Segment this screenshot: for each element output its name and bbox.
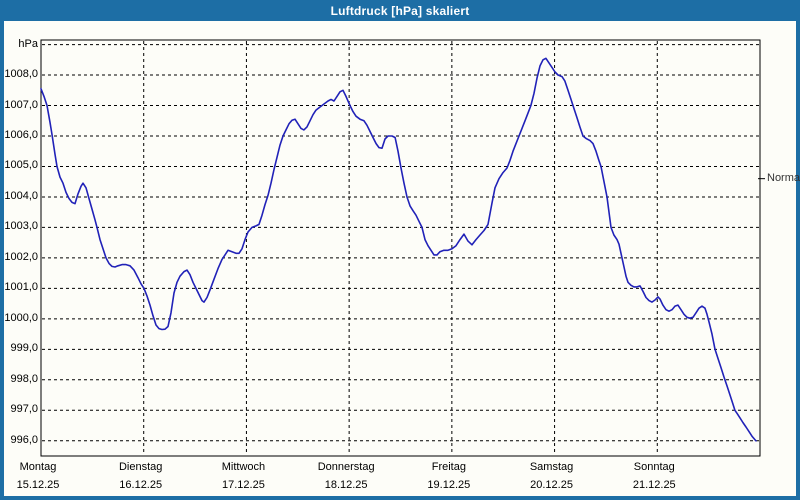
plot-border bbox=[40, 39, 761, 457]
x-axis-day-label: Sonntag bbox=[633, 461, 675, 473]
x-axis-date-label: 20.12.25 bbox=[530, 479, 573, 491]
y-axis-tick-label: 1004,0 bbox=[4, 189, 38, 202]
y-axis-tick-label: 1006,0 bbox=[4, 129, 38, 141]
y-axis-tick-label: 999,0 bbox=[10, 342, 38, 355]
y-axis-tick-label: 1003,0 bbox=[4, 220, 38, 233]
x-axis-date-label: 16.12.25 bbox=[119, 479, 163, 491]
x-axis-date-label: 19.12.25 bbox=[427, 479, 471, 491]
window-title: Luftdruck [hPa] skaliert bbox=[330, 3, 470, 18]
chart-content-area bbox=[4, 21, 796, 496]
x-axis-day-label: Mittwoch bbox=[221, 461, 266, 473]
x-axis-date-label: 17.12.25 bbox=[222, 479, 265, 491]
x-axis-day-label: Samstag bbox=[529, 461, 574, 473]
x-axis-date-label: 18.12.25 bbox=[324, 479, 368, 491]
y-axis-tick-label: 1002,0 bbox=[4, 250, 38, 263]
x-axis-date-label: 15.12.25 bbox=[16, 479, 60, 491]
y-axis-tick-label: 1000,0 bbox=[4, 311, 38, 324]
x-axis-date-label: 21.12.25 bbox=[632, 479, 676, 491]
y-axis-tick-label: 997,0 bbox=[10, 403, 38, 416]
y-axis-tick-label: 1005,0 bbox=[4, 159, 38, 172]
x-axis-day-label: Freitag bbox=[431, 461, 466, 473]
window-titlebar[interactable]: Luftdruck [hPa] skaliert bbox=[0, 0, 800, 21]
normal-pressure-label: Normal bbox=[767, 171, 800, 184]
y-axis-tick-label: 998,0 bbox=[10, 372, 38, 385]
x-axis-day-label: Dienstag bbox=[118, 461, 163, 473]
y-axis-tick-label: 1001,0 bbox=[4, 281, 38, 294]
pressure-series-line bbox=[40, 57, 757, 442]
y-axis-tick-label: 996,0 bbox=[10, 433, 38, 446]
x-axis-day-label: Montag bbox=[19, 461, 57, 473]
y-axis-tick-label: 1008,0 bbox=[4, 68, 38, 81]
y-axis-unit-label: hPa bbox=[18, 37, 38, 50]
y-axis-tick-label: 1007,0 bbox=[4, 98, 38, 111]
x-axis-day-label: Donnerstag bbox=[317, 461, 375, 473]
